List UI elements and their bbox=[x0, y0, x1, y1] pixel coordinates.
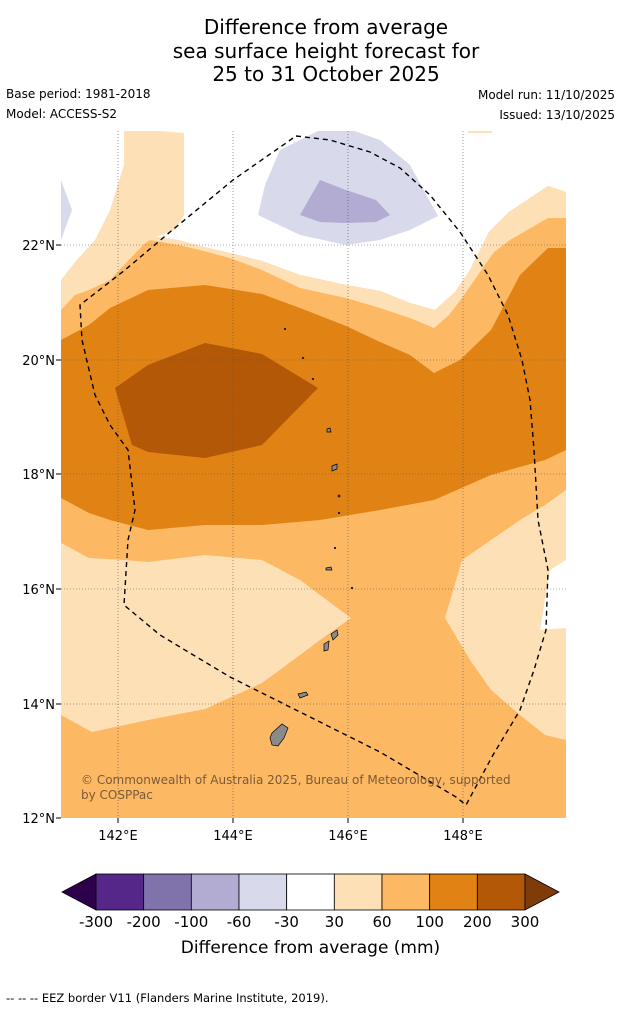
island-uracas bbox=[283, 327, 287, 331]
contour-30-60-right bbox=[445, 490, 566, 740]
colorbar-segment bbox=[190, 873, 240, 911]
lat-label-16: 16°N bbox=[22, 583, 55, 598]
title-line-2: sea surface height forecast for bbox=[172, 38, 480, 63]
colorbar-tick: 200 bbox=[463, 913, 492, 931]
colorbar-segment bbox=[286, 873, 335, 911]
colorbar-segment bbox=[429, 873, 478, 911]
model-run: Model run: 11/10/2025 bbox=[477, 88, 615, 102]
island-agrihan bbox=[326, 427, 332, 433]
colorbar-extend-high bbox=[524, 873, 560, 911]
lat-label-22: 22°N bbox=[22, 239, 55, 254]
contour-30-60-lower-left bbox=[61, 543, 351, 732]
contour-fill-layer bbox=[61, 131, 566, 818]
copyright-line-1: © Commonwealth of Australia 2025, Bureau… bbox=[81, 773, 511, 787]
contour-negative-60-100 bbox=[300, 180, 390, 223]
lat-tick-labels: 22°N 20°N 18°N 16°N 14°N 12°N bbox=[22, 239, 55, 827]
islands bbox=[269, 327, 354, 747]
island-rota bbox=[297, 691, 309, 699]
lat-label-12: 12°N bbox=[22, 812, 55, 827]
island-guam bbox=[269, 723, 289, 747]
title-line-1: Difference from average bbox=[203, 15, 449, 39]
map-title: Difference from average sea surface heig… bbox=[0, 15, 621, 87]
island-pagan bbox=[331, 463, 338, 472]
gridlines bbox=[61, 131, 566, 818]
colorbar-segment bbox=[381, 873, 431, 911]
colorbar-tick: -30 bbox=[274, 913, 299, 931]
colorbar-tick-labels: -300 -200 -100 -60 -30 30 60 100 200 300 bbox=[79, 913, 539, 931]
lat-label-14: 14°N bbox=[22, 698, 55, 713]
copyright-line-2: by COSPPac bbox=[81, 788, 153, 802]
island-sarigan bbox=[333, 546, 337, 550]
eez-legend-note: -- -- -- EEZ border V11 (Flanders Marine… bbox=[6, 991, 329, 1005]
eez-border bbox=[79, 135, 549, 807]
lat-label-20: 20°N bbox=[22, 354, 55, 369]
island-tinian bbox=[323, 640, 330, 652]
island-asuncion bbox=[311, 377, 315, 381]
colorbar-label: Difference from average (mm) bbox=[180, 938, 441, 958]
issued-date: Issued: 13/10/2025 bbox=[499, 108, 615, 122]
lat-label-18: 18°N bbox=[22, 468, 55, 483]
island-maug bbox=[301, 356, 305, 360]
lon-label-144: 144°E bbox=[213, 829, 253, 844]
contour-negative-left-edge bbox=[61, 180, 72, 240]
contour-30-60-corner bbox=[468, 131, 492, 133]
colorbar-tick: 300 bbox=[511, 913, 540, 931]
colorbar-segment bbox=[95, 873, 145, 911]
colorbar-tick: -60 bbox=[227, 913, 252, 931]
island-guguan bbox=[337, 511, 341, 515]
colorbar-segment bbox=[333, 873, 383, 911]
model-name: Model: ACCESS-S2 bbox=[6, 107, 118, 121]
island-alamagan bbox=[337, 494, 341, 498]
lon-tick-labels: 142°E 144°E 146°E 148°E bbox=[98, 829, 483, 844]
colorbar-tick: 60 bbox=[372, 913, 391, 931]
island-anatahan bbox=[325, 566, 333, 571]
title-line-3: 25 to 31 October 2025 bbox=[212, 62, 440, 86]
colorbar-segment bbox=[143, 873, 192, 911]
colorbar-tick: -100 bbox=[174, 913, 208, 931]
colorbar bbox=[61, 873, 560, 911]
colorbar-segment bbox=[476, 873, 526, 911]
lon-label-148: 148°E bbox=[443, 829, 483, 844]
colorbar-tick: 30 bbox=[325, 913, 344, 931]
lon-label-146: 146°E bbox=[328, 829, 368, 844]
island-farallon-de-medinilla bbox=[350, 586, 354, 590]
colorbar-segment bbox=[238, 873, 288, 911]
contour-200-300 bbox=[115, 343, 318, 458]
colorbar-tick: -300 bbox=[79, 913, 113, 931]
axis-ticks bbox=[56, 244, 464, 823]
colorbar-tick: -200 bbox=[127, 913, 161, 931]
contour-neutral-left bbox=[61, 131, 124, 280]
base-period: Base period: 1981-2018 bbox=[6, 87, 151, 101]
lon-label-142: 142°E bbox=[98, 829, 138, 844]
colorbar-tick: 100 bbox=[415, 913, 444, 931]
colorbar-extend-low bbox=[61, 873, 97, 911]
island-saipan bbox=[330, 629, 339, 641]
